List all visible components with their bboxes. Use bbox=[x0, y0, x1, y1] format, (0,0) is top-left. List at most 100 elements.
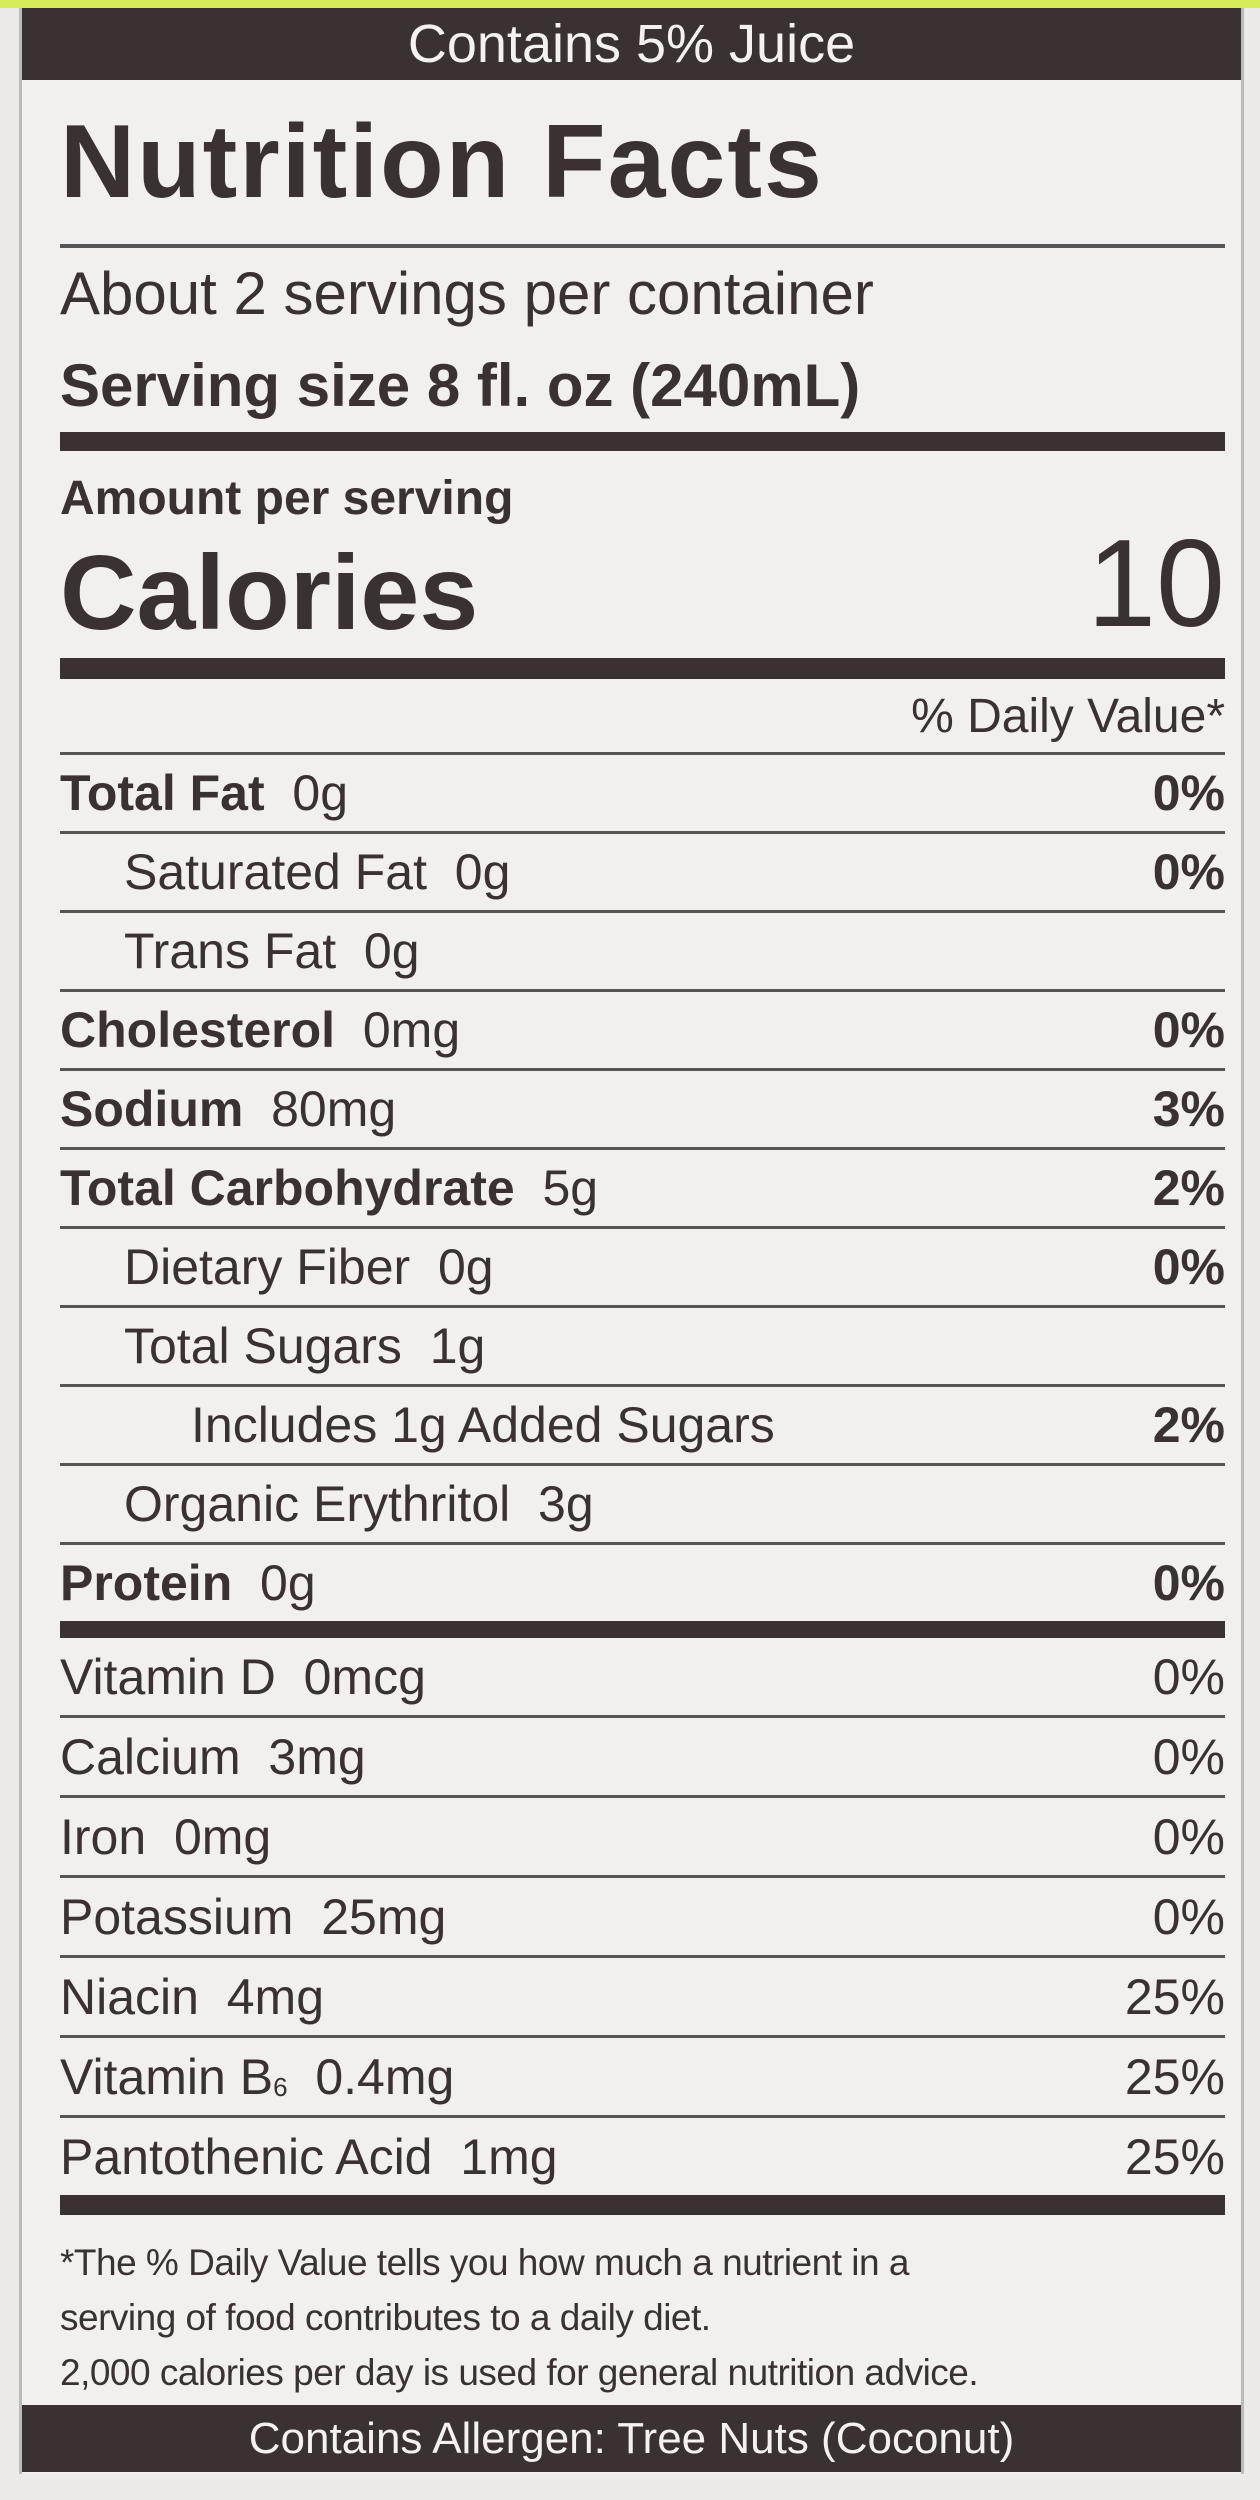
nutrient-daily-value: 2% bbox=[1152, 1160, 1225, 1216]
nutrient-daily-value: 0% bbox=[1152, 844, 1225, 900]
vitamin-name-amount: Potassium 25mg bbox=[60, 1888, 446, 1946]
footnote: *The % Daily Value tells you how much a … bbox=[60, 2215, 1225, 2402]
nutrient-daily-value: 0% bbox=[1152, 765, 1225, 821]
vitamin-name-amount: Iron 0mg bbox=[60, 1808, 271, 1866]
vitamin-name-amount: Vitamin D 0mcg bbox=[60, 1648, 426, 1706]
nutrient-name: Total Fat bbox=[60, 765, 265, 821]
nutrient-amount: 5g bbox=[542, 1160, 599, 1216]
divider-thick bbox=[60, 432, 1225, 451]
nutrient-name: Cholesterol bbox=[60, 1002, 336, 1058]
vitamin-amount: 0mg bbox=[173, 1808, 272, 1865]
nutrient-name: Sodium bbox=[60, 1081, 244, 1137]
vitamin-row: Potassium 25mg 0% bbox=[60, 1878, 1225, 1958]
vitamin-name: Calcium bbox=[60, 1728, 241, 1785]
nutrient-name: Dietary Fiber bbox=[124, 1239, 411, 1295]
vitamin-name: Iron bbox=[60, 1808, 147, 1865]
nutrient-amount: 0mg bbox=[362, 1002, 461, 1058]
divider-thick bbox=[60, 2195, 1225, 2215]
nutrient-name-amount: Total Fat 0g bbox=[60, 764, 348, 822]
vitamin-row: Iron 0mg 0% bbox=[60, 1798, 1225, 1878]
vitamin-subscript: 6 bbox=[273, 2071, 288, 2102]
nutrient-amount: 0g bbox=[363, 923, 420, 979]
vitamin-name: Vitamin D bbox=[60, 1648, 276, 1705]
vitamin-name: Vitamin B bbox=[60, 2048, 274, 2105]
footnote-line: serving of food contributes to a daily d… bbox=[60, 2297, 711, 2338]
vitamin-name-amount: Niacin 4mg bbox=[60, 1968, 324, 2026]
calories-value: 10 bbox=[1087, 515, 1225, 653]
nutrient-list: Total Fat 0g 0% Saturated Fat 0g 0% Trans Fa… bbox=[60, 755, 1225, 1621]
nutrition-label: Contains 5% Juice Nutrition Facts About … bbox=[19, 8, 1244, 2474]
nutrient-name-amount: Total Carbohydrate 5g bbox=[60, 1159, 598, 1217]
nutrient-name-amount: Sodium 80mg bbox=[60, 1080, 396, 1138]
calories-label: Calories bbox=[60, 534, 479, 652]
amount-per-serving: Amount per serving bbox=[60, 472, 514, 525]
nutrient-name-amount: Dietary Fiber 0g bbox=[60, 1238, 494, 1296]
nutrient-daily-value: 0% bbox=[1152, 1002, 1225, 1058]
vitamin-daily-value: 25% bbox=[1124, 1968, 1225, 2025]
nutrient-amount: 0g bbox=[292, 765, 349, 821]
label-body: Nutrition Facts About 2 servings per con… bbox=[22, 80, 1225, 2402]
nutrient-amount: 80mg bbox=[271, 1081, 397, 1137]
vitamin-name: Niacin bbox=[60, 1968, 199, 2025]
vitamin-daily-value: 0% bbox=[1152, 1808, 1225, 1865]
footnote-line: 2,000 calories per day is used for gener… bbox=[60, 2352, 979, 2393]
nutrient-amount: 0g bbox=[454, 844, 511, 900]
nutrient-row: Saturated Fat 0g 0% bbox=[60, 834, 1225, 913]
nutrient-name: Saturated Fat bbox=[124, 844, 427, 900]
vitamin-row: Vitamin B6 0.4mg 25% bbox=[60, 2038, 1225, 2118]
vitamin-row: Vitamin D 0mcg 0% bbox=[60, 1638, 1225, 1718]
juice-banner: Contains 5% Juice bbox=[22, 8, 1241, 80]
nutrient-daily-value: 0% bbox=[1152, 1555, 1225, 1611]
label-title: Nutrition Facts bbox=[60, 80, 1225, 248]
nutrient-name-amount: Protein 0g bbox=[60, 1554, 316, 1612]
allergen-banner: Contains Allergen: Tree Nuts (Coconut) bbox=[22, 2405, 1241, 2472]
vitamin-amount: 0.4mg bbox=[315, 2048, 455, 2105]
nutrient-name-amount: Saturated Fat 0g bbox=[60, 843, 510, 901]
nutrient-amount: 0g bbox=[437, 1239, 494, 1295]
vitamin-daily-value: 0% bbox=[1152, 1888, 1225, 1945]
servings-per-container: About 2 servings per container bbox=[60, 260, 874, 327]
vitamin-daily-value: 25% bbox=[1124, 2048, 1225, 2105]
vitamin-daily-value: 0% bbox=[1152, 1648, 1225, 1705]
nutrient-name: Includes 1g Added Sugars bbox=[191, 1397, 775, 1453]
nutrient-name: Total Carbohydrate bbox=[60, 1160, 515, 1216]
nutrient-row: Total Fat 0g 0% bbox=[60, 755, 1225, 834]
vitamin-list: Vitamin D 0mcg 0% Calcium 3mg 0% Iron 0mg 0% P… bbox=[60, 1638, 1225, 2195]
nutrient-name-amount: Includes 1g Added Sugars bbox=[60, 1396, 803, 1454]
vitamin-daily-value: 25% bbox=[1124, 2128, 1225, 2185]
vitamin-row: Niacin 4mg 25% bbox=[60, 1958, 1225, 2038]
package-color-strip bbox=[0, 0, 1260, 8]
vitamin-amount: 25mg bbox=[321, 1888, 447, 1945]
vitamin-row: Calcium 3mg 0% bbox=[60, 1718, 1225, 1798]
vitamin-amount: 1mg bbox=[460, 2128, 558, 2185]
nutrient-name: Trans Fat bbox=[124, 923, 337, 979]
nutrient-daily-value: 0% bbox=[1152, 1239, 1225, 1295]
nutrient-row: Dietary Fiber 0g 0% bbox=[60, 1229, 1225, 1308]
nutrient-row: Organic Erythritol 3g bbox=[60, 1466, 1225, 1545]
nutrient-name: Protein bbox=[60, 1555, 233, 1611]
nutrient-row: Total Carbohydrate 5g 2% bbox=[60, 1150, 1225, 1229]
vitamin-row: Pantothenic Acid 1mg 25% bbox=[60, 2118, 1225, 2195]
vitamin-amount: 3mg bbox=[268, 1728, 366, 1785]
nutrient-row: Includes 1g Added Sugars 2% bbox=[60, 1387, 1225, 1466]
nutrient-daily-value: 2% bbox=[1152, 1397, 1225, 1453]
calories-section: Amount per serving Calories 10 bbox=[60, 451, 1225, 658]
nutrient-row: Trans Fat 0g bbox=[60, 913, 1225, 992]
nutrient-row: Sodium 80mg 3% bbox=[60, 1071, 1225, 1150]
nutrient-name-amount: Total Sugars 1g bbox=[60, 1317, 485, 1375]
serving-size: Serving size 8 fl. oz (240mL) bbox=[60, 352, 861, 419]
nutrient-row: Protein 0g 0% bbox=[60, 1545, 1225, 1621]
divider-thick bbox=[60, 658, 1225, 679]
vitamin-name-amount: Calcium 3mg bbox=[60, 1728, 366, 1786]
nutrient-row: Total Sugars 1g bbox=[60, 1308, 1225, 1387]
nutrient-amount: 1g bbox=[429, 1318, 486, 1374]
divider-thick bbox=[60, 1621, 1225, 1638]
nutrient-name: Organic Erythritol bbox=[124, 1476, 511, 1532]
nutrient-name: Total Sugars bbox=[124, 1318, 402, 1374]
nutrient-name-amount: Cholesterol 0mg bbox=[60, 1001, 460, 1059]
daily-value-header: % Daily Value* bbox=[60, 679, 1225, 755]
vitamin-amount: 4mg bbox=[226, 1968, 325, 2025]
nutrient-row: Cholesterol 0mg 0% bbox=[60, 992, 1225, 1071]
footnote-line: *The % Daily Value tells you how much a … bbox=[60, 2242, 909, 2283]
vitamin-daily-value: 0% bbox=[1152, 1728, 1225, 1785]
